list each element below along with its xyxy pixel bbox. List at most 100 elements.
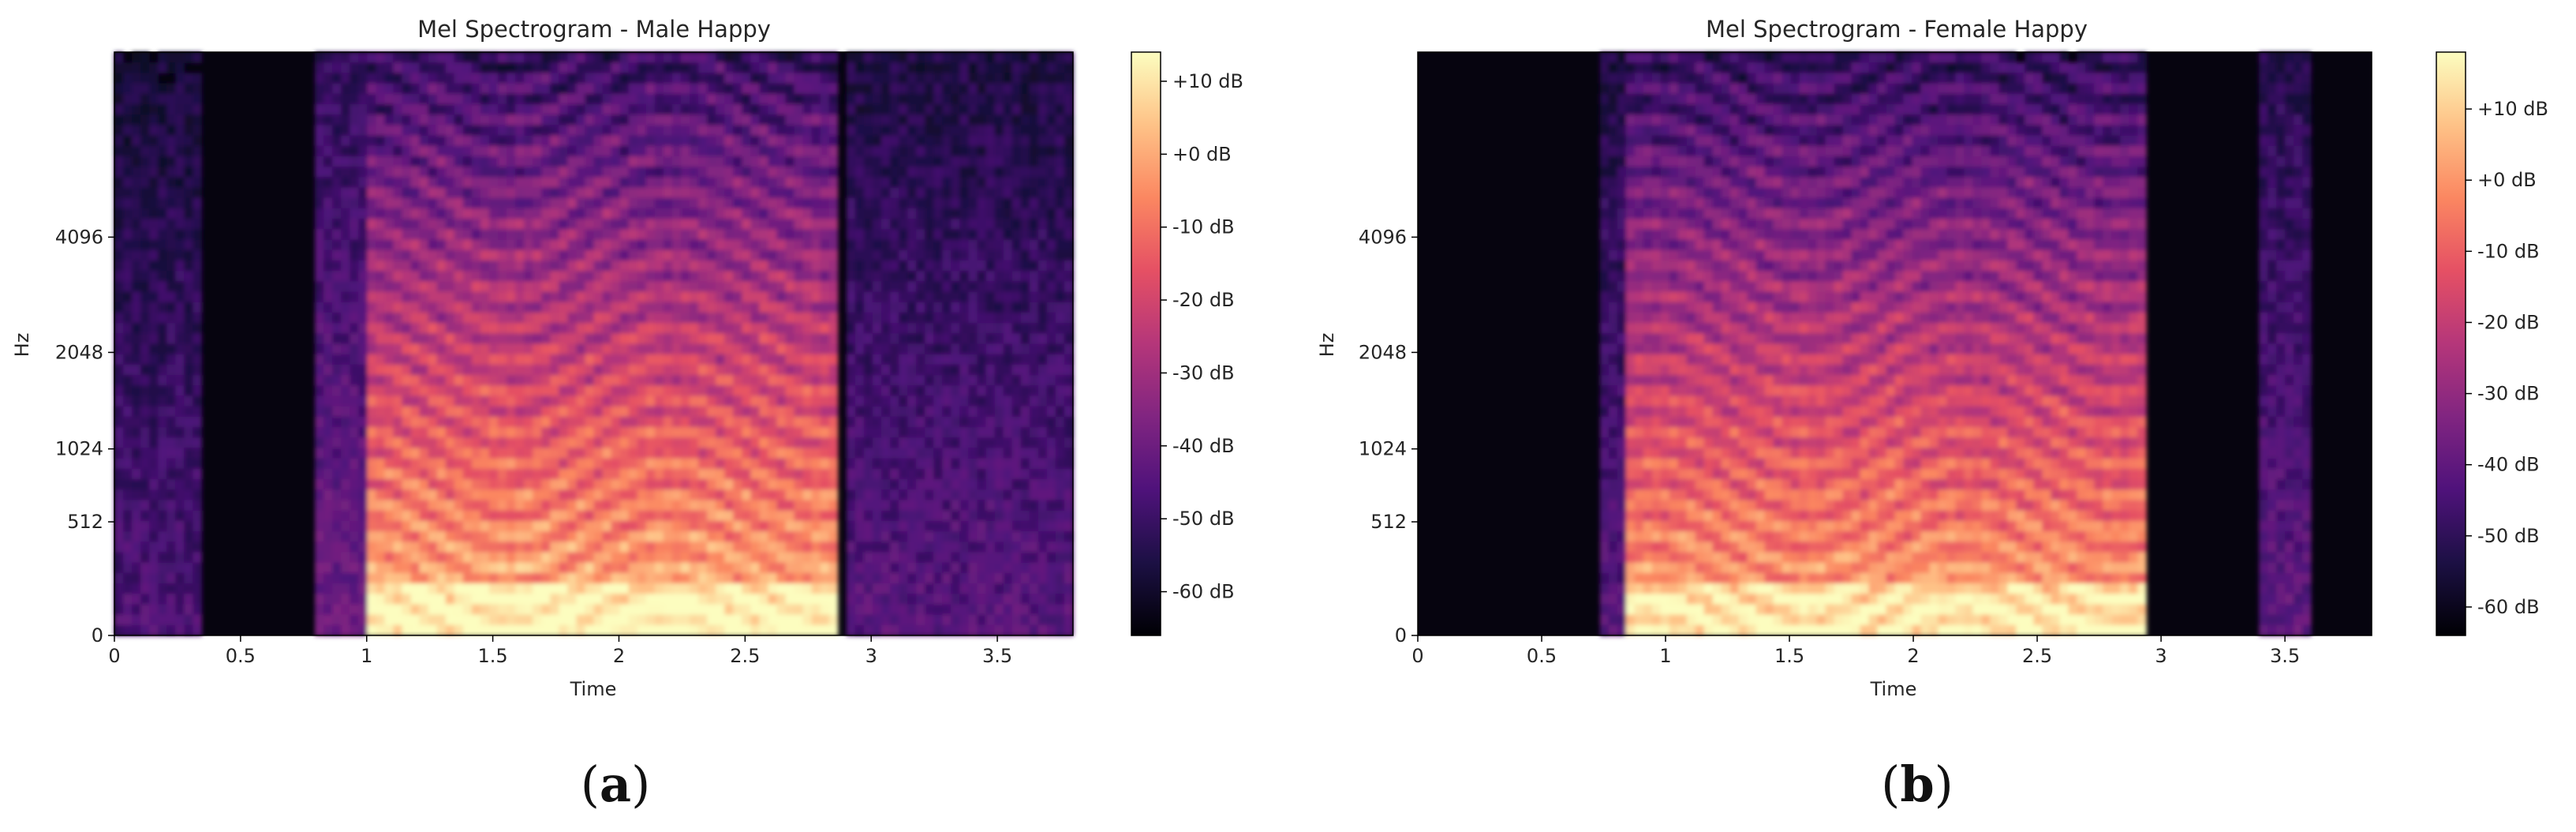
heatmap-cell [916,333,925,345]
heatmap-cell [559,385,568,397]
heatmap-cell [149,427,159,438]
heatmap-cell [671,229,682,241]
heatmap-cell [925,531,934,542]
heatmap-cell [498,177,507,189]
heatmap-cell [593,103,604,115]
heatmap-cell [524,385,533,397]
heatmap-cell [698,167,708,178]
heatmap-cell [872,197,882,209]
heatmap-cell [977,375,987,386]
heatmap-cell [968,448,978,459]
heatmap-cell [158,624,167,636]
heatmap-cell [933,489,943,501]
heatmap-cell [933,343,943,355]
heatmap-cell [716,229,725,241]
heatmap-cell [968,156,978,167]
heatmap-cell [367,385,376,397]
heatmap-cell [132,468,141,480]
heatmap-cell [480,572,490,584]
heatmap-cell [794,448,804,459]
heatmap-cell [707,114,716,126]
heatmap-cell [776,229,787,241]
heatmap-cell [951,458,961,470]
heatmap-cell [332,208,342,219]
heatmap-cell [690,614,699,626]
heatmap-cell [619,177,630,189]
heatmap-cell [977,427,987,438]
heatmap-cell [350,291,359,303]
heatmap-cell [158,323,167,334]
heatmap-cell [854,406,865,418]
heatmap-cell [933,291,943,303]
heatmap-cell [619,73,630,84]
heatmap-cell [716,375,725,386]
heatmap-cell [820,62,830,73]
heatmap-cell [114,187,124,199]
heatmap-cell [480,624,490,636]
heatmap-cell [785,385,795,397]
heatmap-cell [393,406,403,418]
heatmap-cell [428,520,438,532]
heatmap-cell [436,62,447,73]
heatmap-cell [881,604,891,616]
heatmap-cell [828,219,839,230]
heatmap-cell [567,479,578,490]
heatmap-cell [768,73,778,84]
heatmap-cell [384,531,394,542]
heatmap-cell [794,302,804,313]
heatmap-cell [637,208,647,219]
heatmap-cell [645,229,656,241]
heatmap-cell [158,219,167,230]
heatmap-cell [863,219,873,230]
heatmap-cell [567,62,578,73]
heatmap-cell [925,125,934,137]
heatmap-cell [323,364,333,376]
heatmap-cell [707,437,716,449]
heatmap-cell [907,125,917,137]
heatmap-cell [524,406,533,418]
heatmap-cell [193,271,203,282]
heatmap-cell [654,281,664,293]
heatmap-cell [175,249,185,261]
heatmap-cell [628,510,638,522]
heatmap-cell [680,229,690,241]
heatmap-cell [985,135,996,147]
heatmap-cell [680,93,690,105]
heatmap-cell [158,333,167,345]
heatmap-cell [576,249,586,261]
heatmap-cell [524,416,533,428]
heatmap-cell [698,83,708,95]
heatmap-cell [559,271,568,282]
heatmap-cell [951,208,961,219]
heatmap-cell [332,489,342,501]
heatmap-cell [785,62,795,73]
heatmap-cell [628,594,638,605]
heatmap-cell [759,448,769,459]
heatmap-cell [323,448,333,459]
heatmap-cell [593,177,604,189]
heatmap-cell [428,604,438,616]
heatmap-cell [550,135,559,147]
heatmap-cell [828,427,839,438]
heatmap-cell [776,93,787,105]
heatmap-cell [750,333,760,345]
heatmap-cell [358,83,368,95]
heatmap-cell [863,333,873,345]
heatmap-cell [707,103,716,115]
heatmap-cell [977,125,987,137]
heatmap-cell [863,167,873,178]
heatmap-cell [951,510,961,522]
heatmap-cell [759,364,769,376]
heatmap-cell [907,156,917,167]
heatmap-cell [959,249,970,261]
heatmap-cell [123,103,133,115]
heatmap-cell [402,73,412,84]
heatmap-cell [611,448,621,459]
heatmap-cell [654,197,664,209]
heatmap-cell [985,73,996,84]
heatmap-cell [802,333,813,345]
heatmap-cell [690,406,699,418]
heatmap-cell [881,291,891,303]
heatmap-cell [515,552,525,564]
heatmap-cell [462,614,473,626]
